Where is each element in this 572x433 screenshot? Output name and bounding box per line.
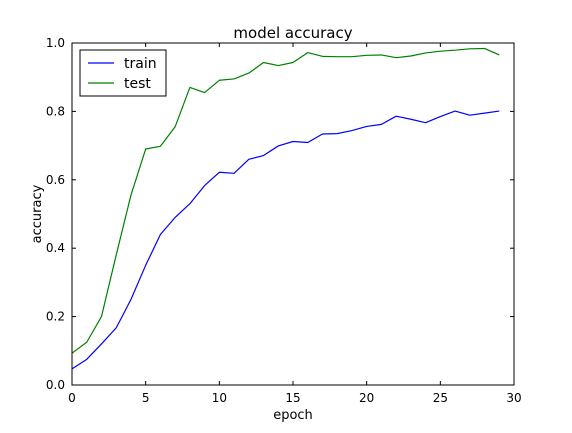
chart-title: model accuracy xyxy=(233,24,352,42)
x-tick-label: 25 xyxy=(433,391,448,405)
y-tick-label: 0.6 xyxy=(46,173,65,187)
legend-label-train: train xyxy=(124,56,157,72)
y-tick-label: 0.4 xyxy=(46,241,65,255)
series-line-train xyxy=(71,110,500,370)
y-tick-label: 0.8 xyxy=(46,104,65,118)
x-axis: 0 5 10 15 20 25 30 xyxy=(68,43,522,405)
y-tick-label: 0.2 xyxy=(46,310,65,324)
legend: train test xyxy=(79,49,167,97)
x-tick-label: 10 xyxy=(212,391,227,405)
y-tick-label: 0.0 xyxy=(46,378,65,392)
series-line-test xyxy=(71,47,500,354)
y-axis-label: accuracy xyxy=(30,184,45,243)
x-tick-label: 30 xyxy=(506,391,521,405)
legend-box xyxy=(79,49,167,97)
y-axis: 0.0 0.2 0.4 0.6 0.8 1.0 xyxy=(46,36,514,392)
x-tick-label: 15 xyxy=(285,391,300,405)
legend-label-test: test xyxy=(124,76,151,92)
x-tick-label: 20 xyxy=(359,391,374,405)
y-tick-label: 1.0 xyxy=(46,36,65,50)
x-tick-label: 5 xyxy=(142,391,150,405)
plot-lines xyxy=(71,47,500,370)
x-tick-label: 0 xyxy=(68,391,76,405)
x-axis-label: epoch xyxy=(273,408,313,423)
